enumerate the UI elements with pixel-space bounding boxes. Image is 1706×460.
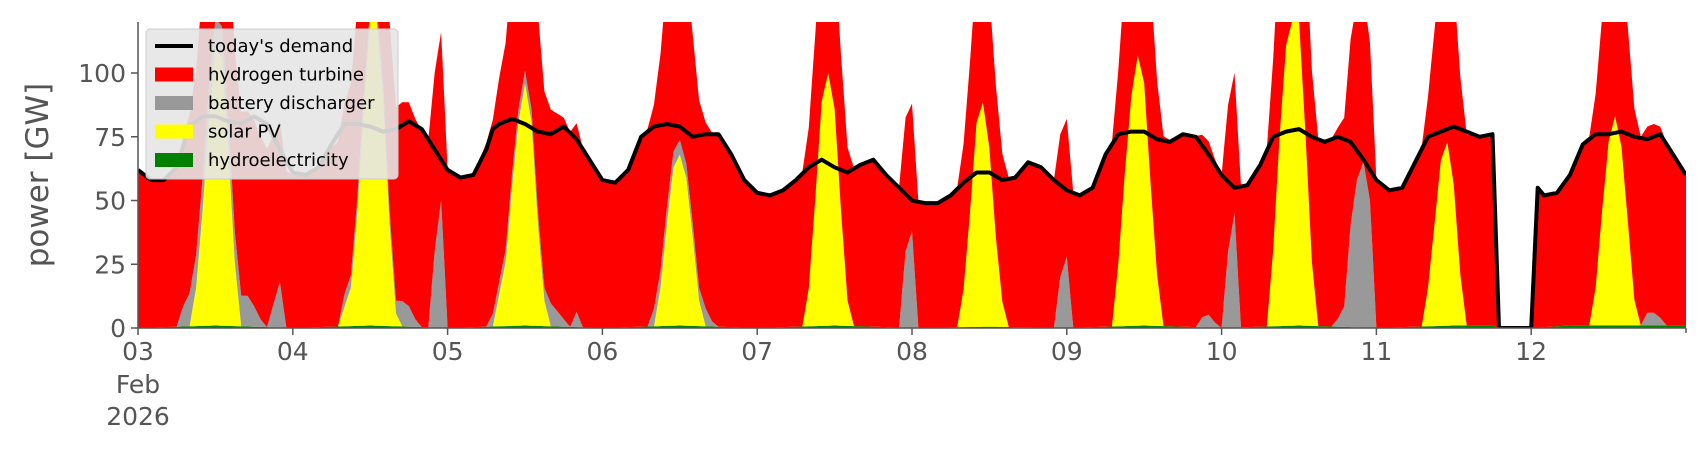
x-tick-label: 12 [1515, 337, 1547, 366]
area-hydrogen-turbine [138, 22, 1686, 328]
y-axis-label: power [GW] [20, 83, 56, 268]
area-battery-discharger [138, 22, 1686, 328]
x-tick-label: 04 [277, 337, 309, 366]
x-tick-sublabel: Feb [116, 370, 160, 399]
x-tick-label: 10 [1206, 337, 1238, 366]
y-tick-label: 75 [94, 123, 126, 152]
y-tick-label: 0 [110, 314, 126, 343]
x-tick-label: 03 [122, 337, 154, 366]
legend-label-hydroelectricity: hydroelectricity [208, 150, 349, 171]
x-tick-label: 06 [586, 337, 618, 366]
x-tick-label: 07 [741, 337, 773, 366]
y-tick-label: 100 [78, 59, 126, 88]
x-tick-sublabel: 2026 [106, 402, 170, 431]
y-tick-label: 25 [94, 250, 126, 279]
legend-swatch-battery-discharger [155, 96, 193, 110]
legend-swatch-hydroelectricity [155, 153, 193, 167]
legend-label-battery-discharger: battery discharger [208, 93, 375, 114]
x-tick-label: 05 [432, 337, 464, 366]
axes: 0 25 50 75 100 03 Feb 2026 04 05 06 07 08 09 10 11 12 [78, 22, 1687, 431]
legend-label-hydrogen-turbine: hydrogen turbine [208, 65, 364, 86]
x-tick-label: 08 [896, 337, 928, 366]
y-tick-label: 50 [94, 187, 126, 216]
x-tick-label: 09 [1051, 337, 1083, 366]
legend-label-solar-pv: solar PV [208, 122, 281, 143]
legend-swatch-hydrogen-turbine [155, 67, 193, 82]
area-solar-pv [138, 22, 1686, 328]
legend: today's demand hydrogen turbine battery di… [145, 28, 399, 180]
legend-swatch-solar-pv [155, 124, 193, 139]
legend-label-today-s-demand: today's demand [208, 36, 353, 57]
legend-box [145, 28, 399, 180]
x-tick-label: 11 [1360, 337, 1392, 366]
